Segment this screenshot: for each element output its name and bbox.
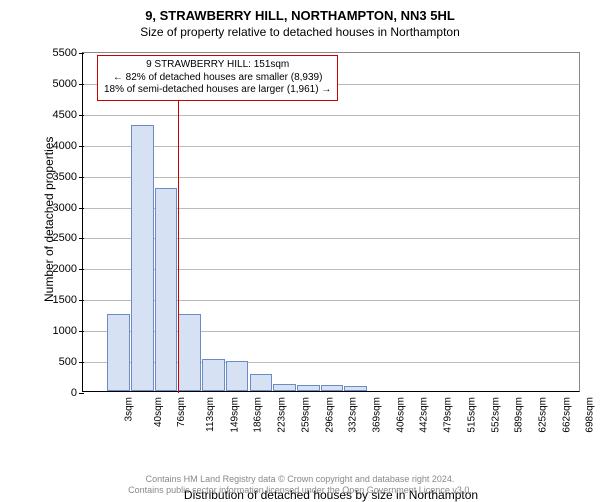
histogram-bar: [178, 314, 201, 391]
callout-text-line: 18% of semi-detached houses are larger (…: [104, 84, 331, 97]
y-tick-label: 3500: [43, 171, 83, 183]
callout-text-line: ← 82% of detached houses are smaller (8,…: [104, 72, 331, 85]
gridline-h: [83, 177, 579, 178]
footer-line-2: Contains public sector information licen…: [0, 485, 600, 496]
histogram-bar: [273, 384, 296, 391]
histogram-bar: [131, 125, 154, 391]
x-tick-label: 223sqm: [277, 397, 288, 433]
x-tick-label: 259sqm: [300, 397, 311, 433]
histogram-bar: [202, 359, 225, 391]
x-tick-label: 625sqm: [538, 397, 549, 433]
x-tick-label: 406sqm: [395, 397, 406, 433]
x-tick-label: 296sqm: [324, 397, 335, 433]
footer-attribution: Contains HM Land Registry data © Crown c…: [0, 474, 600, 496]
y-tick-label: 1500: [43, 294, 83, 306]
x-tick-label: 552sqm: [490, 397, 501, 433]
x-tick-label: 442sqm: [419, 397, 430, 433]
y-tick-label: 2500: [43, 232, 83, 244]
x-tick-label: 515sqm: [466, 397, 477, 433]
histogram-bar: [344, 386, 367, 391]
chart-title-sub: Size of property relative to detached ho…: [0, 25, 600, 39]
x-tick-label: 332sqm: [348, 397, 359, 433]
y-tick-label: 4000: [43, 140, 83, 152]
y-tick-label: 2000: [43, 263, 83, 275]
x-tick-label: 40sqm: [153, 397, 164, 427]
footer-line-1: Contains HM Land Registry data © Crown c…: [0, 474, 600, 485]
gridline-h: [83, 115, 579, 116]
callout-text-line: 9 STRAWBERRY HILL: 151sqm: [104, 59, 331, 72]
histogram-bar: [107, 314, 130, 391]
histogram-bar: [321, 385, 344, 391]
histogram-bar: [155, 188, 178, 391]
histogram-bar: [250, 374, 273, 391]
callout-box: 9 STRAWBERRY HILL: 151sqm← 82% of detach…: [97, 55, 338, 101]
plot-area: 0500100015002000250030003500400045005000…: [82, 52, 580, 392]
x-tick-label: 113sqm: [205, 397, 216, 432]
y-tick-label: 0: [43, 387, 83, 399]
histogram-bar: [226, 361, 249, 391]
y-tick-label: 4500: [43, 109, 83, 121]
x-tick-label: 76sqm: [176, 397, 187, 427]
x-tick-label: 186sqm: [253, 397, 264, 433]
x-tick-label: 149sqm: [229, 397, 240, 433]
y-tick-label: 1000: [43, 325, 83, 337]
y-tick-label: 5000: [43, 78, 83, 90]
gridline-h: [83, 146, 579, 147]
chart-container: Number of detached properties 0500100015…: [50, 52, 580, 432]
y-axis-label: Number of detached properties: [42, 137, 56, 302]
x-tick-label: 698sqm: [585, 397, 596, 433]
callout-marker-line: [178, 93, 179, 393]
chart-title-main: 9, STRAWBERRY HILL, NORTHAMPTON, NN3 5HL: [0, 8, 600, 23]
x-tick-label: 3sqm: [123, 397, 134, 421]
x-tick-label: 369sqm: [372, 397, 383, 433]
y-tick-label: 3000: [43, 202, 83, 214]
y-tick-label: 500: [43, 356, 83, 368]
y-tick-label: 5500: [43, 47, 83, 59]
x-tick-label: 589sqm: [514, 397, 525, 433]
x-tick-label: 479sqm: [443, 397, 454, 433]
histogram-bar: [297, 385, 320, 391]
x-tick-label: 662sqm: [561, 397, 572, 433]
